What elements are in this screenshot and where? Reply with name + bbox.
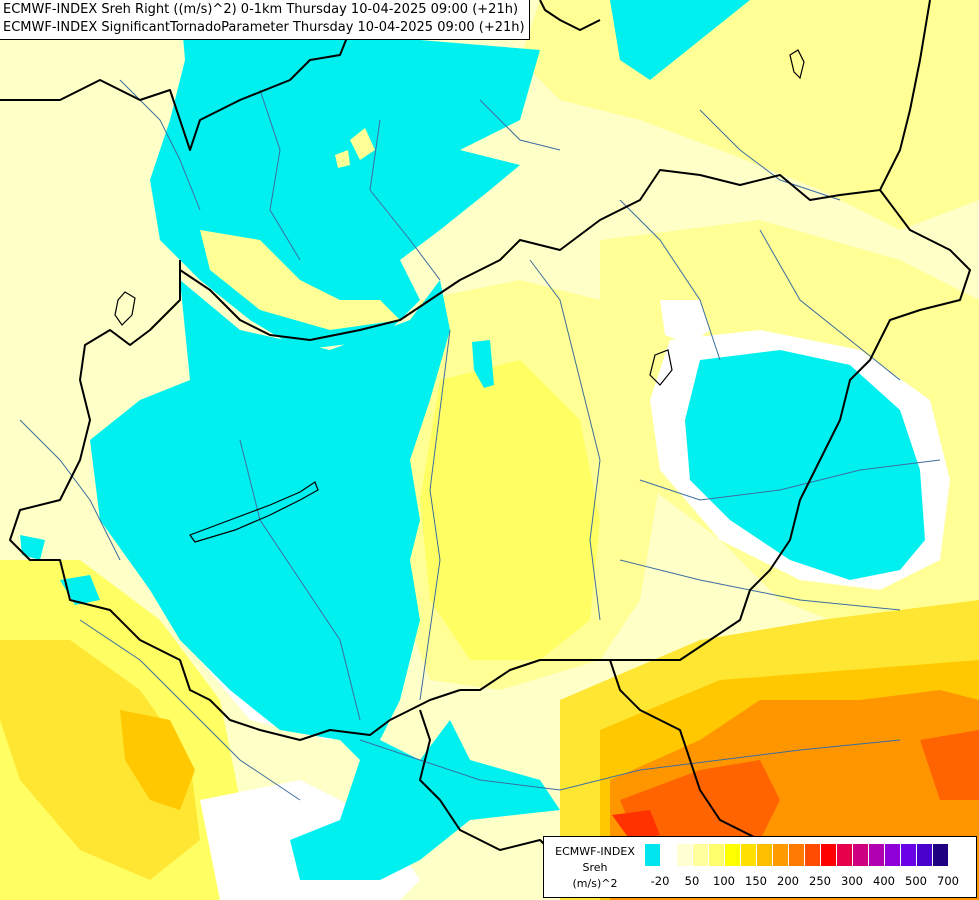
legend-tick-label: -20 xyxy=(650,874,670,888)
legend-swatch xyxy=(788,844,804,866)
red-spot-southeast xyxy=(612,810,660,840)
white-spot-northeast xyxy=(660,300,710,345)
legend-swatch xyxy=(644,844,660,866)
title-stp: ECMWF-INDEX SignificantTornadoParameter … xyxy=(3,20,525,35)
cyan-patch-southwest xyxy=(60,575,100,605)
legend-swatch xyxy=(820,844,836,866)
gold-region-central xyxy=(420,360,600,660)
legend-tick-label: 50 xyxy=(684,874,700,888)
lake-central xyxy=(189,481,319,543)
legend-swatch xyxy=(900,844,916,866)
red-orange-core-east xyxy=(920,730,979,800)
legend-swatch xyxy=(836,844,852,866)
color-legend: ECMWF-INDEX Sreh (m/s)^2 -20 50 100 150 200 2… xyxy=(543,836,977,898)
lake-north xyxy=(114,291,136,326)
legend-tick-label: 400 xyxy=(873,874,895,888)
yellow-hole-northwest xyxy=(350,128,375,160)
legend-swatch xyxy=(772,844,788,866)
legend-swatch xyxy=(852,844,868,866)
border-north-top xyxy=(539,0,601,31)
border-east xyxy=(460,189,971,691)
legend-tick-label: 300 xyxy=(841,874,863,888)
cyan-region-west xyxy=(90,280,560,880)
legend-swatch xyxy=(804,844,820,866)
legend-tick-labels: -20 50 100 150 200 250 300 400 500 700 xyxy=(644,874,974,890)
legend-color-scale xyxy=(644,844,948,866)
legend-tick-label: 500 xyxy=(905,874,927,888)
cyan-patch-west xyxy=(20,535,45,560)
cyan-patch-central xyxy=(472,340,494,388)
legend-swatch xyxy=(660,844,676,866)
legend-title-variable: Sreh xyxy=(582,861,608,874)
legend-swatch xyxy=(868,844,884,866)
orange-region-southwest xyxy=(120,710,195,810)
legend-tick-label: 150 xyxy=(745,874,767,888)
cyan-region-north-top xyxy=(610,0,750,80)
cyan-region-east xyxy=(685,350,925,580)
legend-swatch xyxy=(756,844,772,866)
legend-tick-label: 200 xyxy=(777,874,799,888)
legend-swatch xyxy=(916,844,932,866)
yellow-hole-northwest-small xyxy=(335,150,350,168)
gold-region-southwest xyxy=(0,640,200,880)
legend-swatch xyxy=(692,844,708,866)
legend-swatch xyxy=(708,844,724,866)
lake-east xyxy=(649,349,673,386)
yellow-channel-northwest xyxy=(200,230,400,330)
lake-northeast xyxy=(789,49,805,80)
border-southwest xyxy=(419,709,561,861)
legend-title-unit: (m/s)^2 xyxy=(572,877,618,890)
legend-swatch xyxy=(740,844,756,866)
title-sreh: ECMWF-INDEX Sreh Right ((m/s)^2) 0-1km T… xyxy=(3,2,519,17)
border-south xyxy=(609,659,761,841)
border-west-central xyxy=(9,260,461,741)
legend-tick-label: 100 xyxy=(713,874,735,888)
river-network xyxy=(19,79,941,801)
legend-swatch xyxy=(932,844,948,866)
legend-swatch xyxy=(884,844,900,866)
legend-tick-label: 250 xyxy=(809,874,831,888)
legend-swatch xyxy=(724,844,740,866)
legend-title-source: ECMWF-INDEX xyxy=(555,845,635,858)
legend-tick-label: 700 xyxy=(937,874,959,888)
country-borders xyxy=(0,0,971,861)
legend-swatch xyxy=(676,844,692,866)
map-title-box: ECMWF-INDEX Sreh Right ((m/s)^2) 0-1km T… xyxy=(0,0,530,40)
